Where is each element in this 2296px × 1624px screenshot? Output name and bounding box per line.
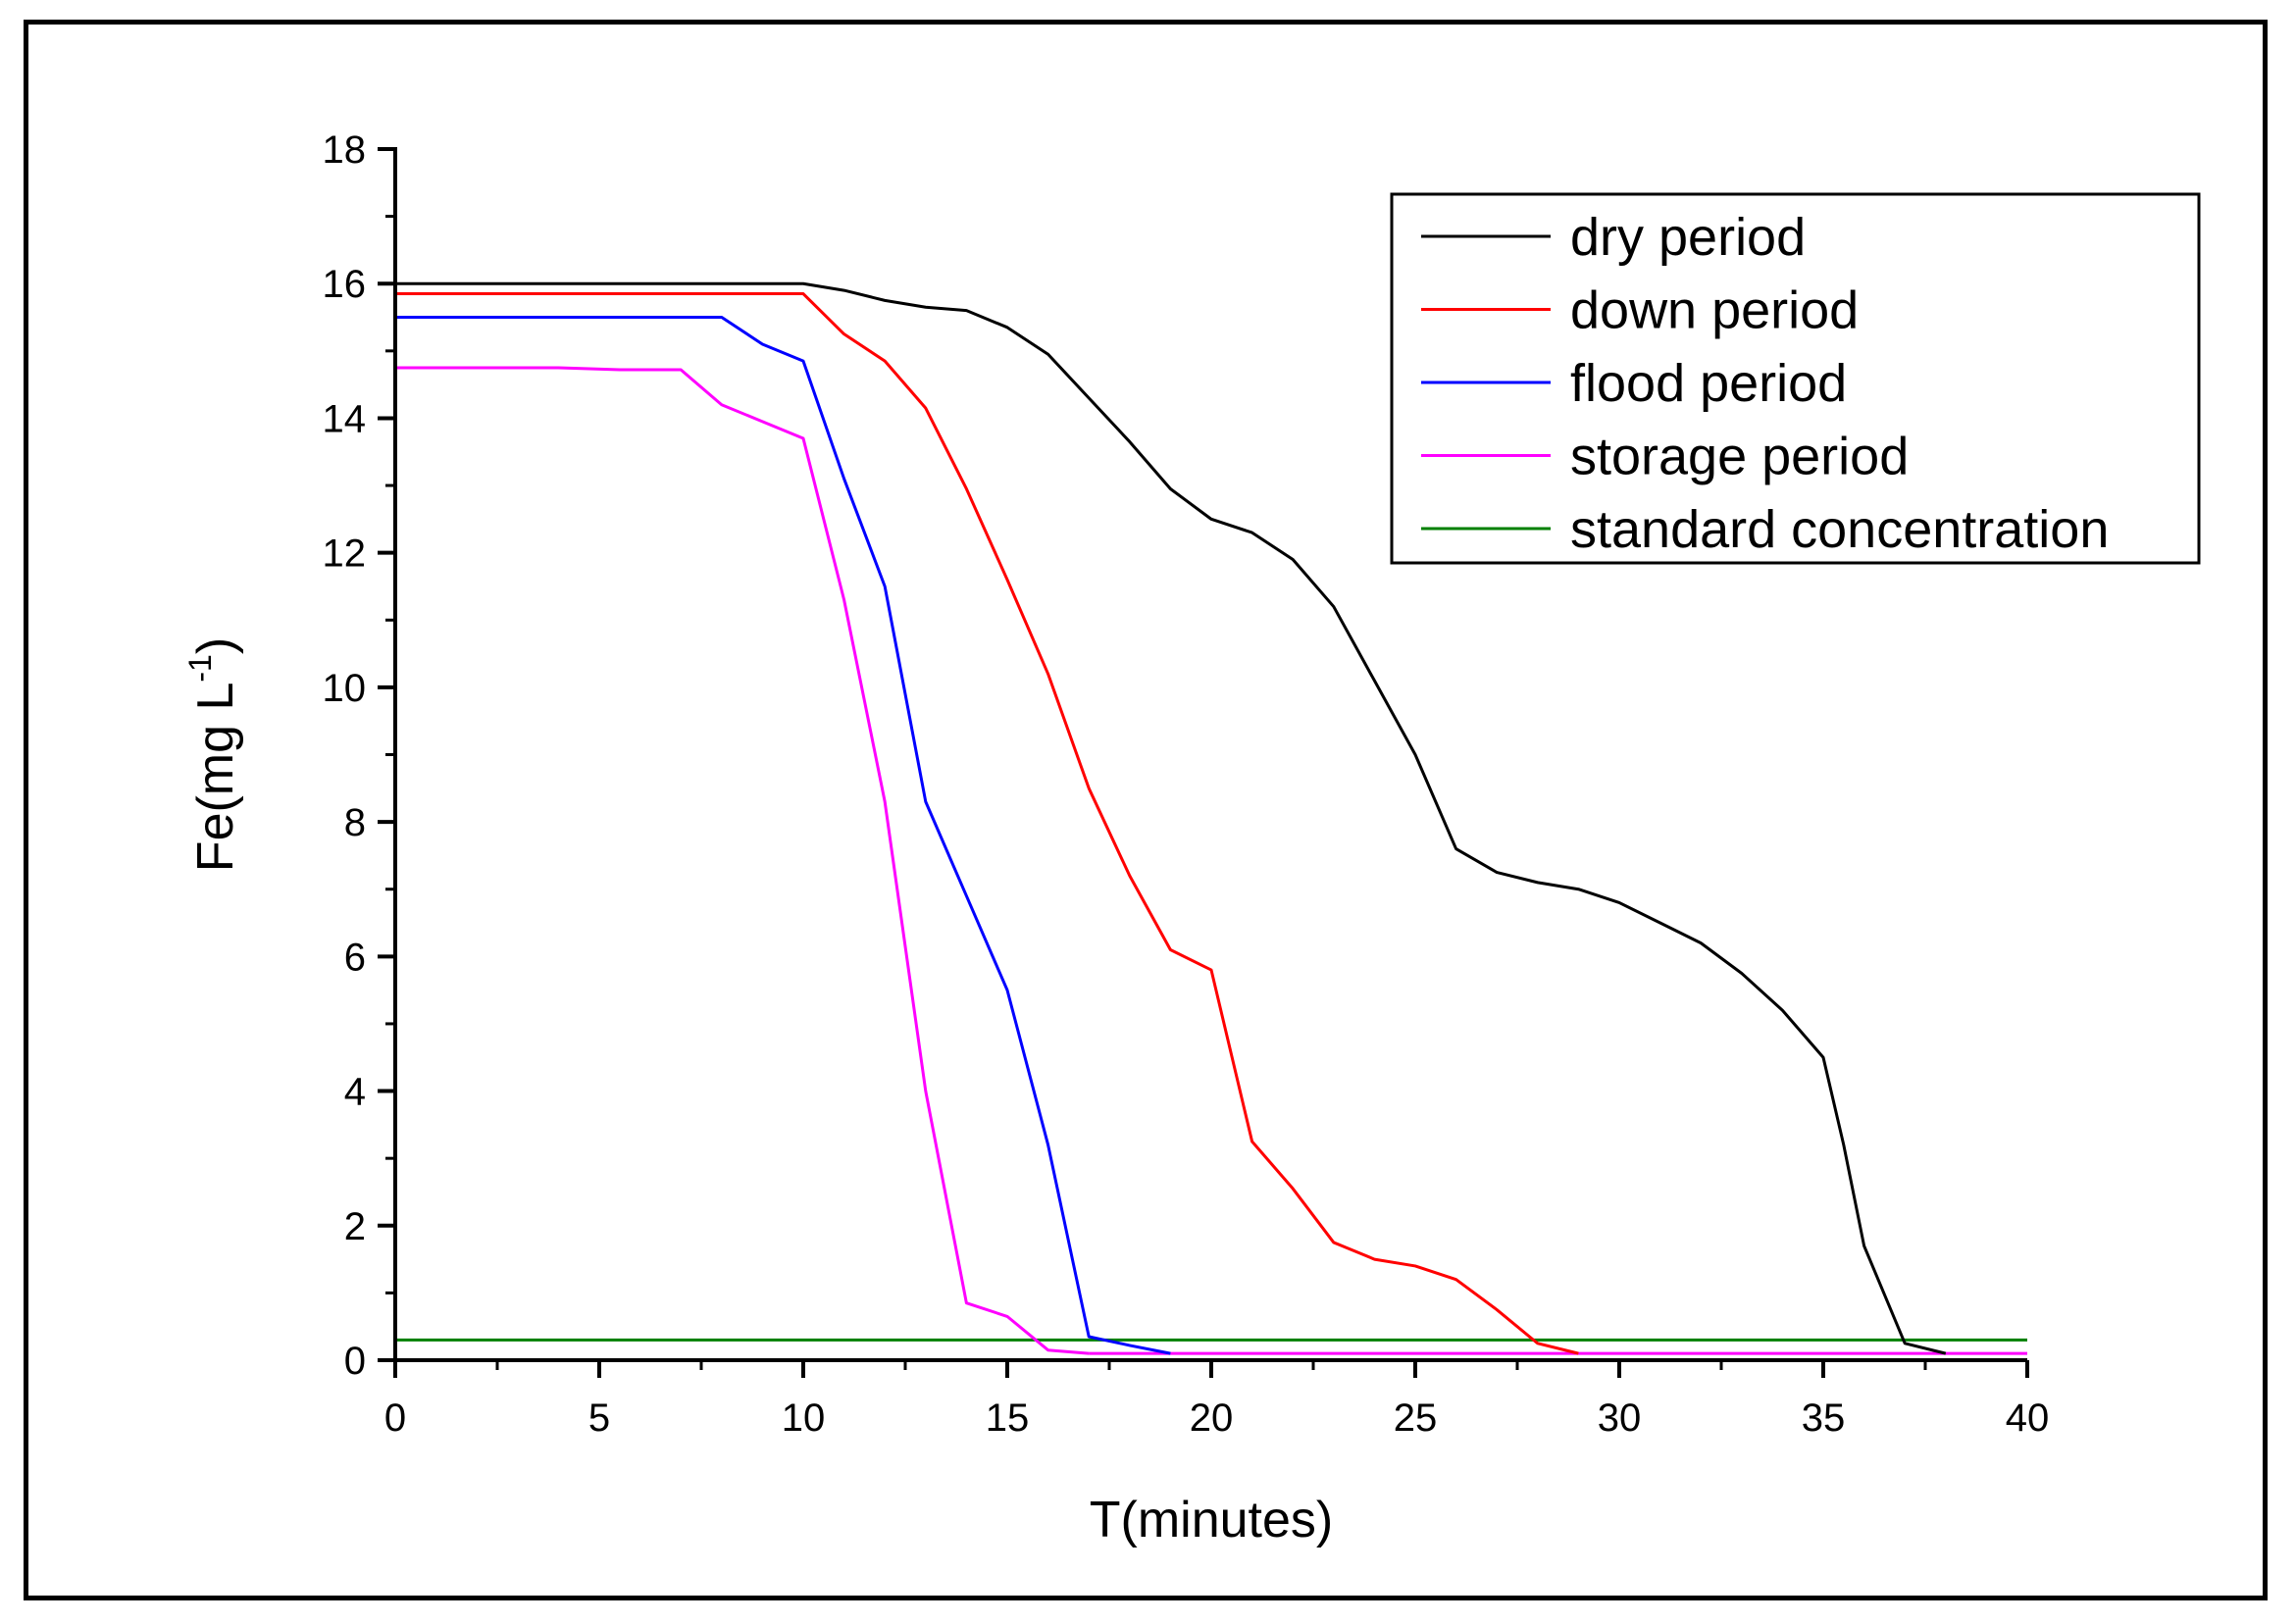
legend-item-standard-concentration: standard concentration — [1421, 500, 2109, 559]
legend-label: standard concentration — [1570, 500, 2109, 559]
y-axis-title-main: Fe(mg L — [187, 683, 244, 873]
x-tick-label: 40 — [2006, 1396, 2050, 1440]
axes: 0 5 10 15 20 25 30 35 40 0 2 4 6 8 10 12 14 16 18 — [323, 128, 2050, 1440]
legend-label: down period — [1570, 281, 1859, 340]
y-axis-title: Fe(mg L-1) — [182, 637, 244, 872]
series-line-dry-period — [395, 281, 1947, 1355]
plot-area — [395, 281, 2027, 1355]
legend-item-flood-period: flood period — [1421, 354, 1847, 413]
x-axis-title: T(minutes) — [1090, 1492, 1333, 1548]
x-tick-label: 0 — [384, 1396, 406, 1440]
x-tick-label: 30 — [1598, 1396, 1642, 1440]
x-tick-label: 15 — [986, 1396, 1030, 1440]
y-tick-label: 10 — [323, 667, 367, 710]
y-tick-label: 0 — [344, 1340, 366, 1383]
x-tick-label: 20 — [1190, 1396, 1234, 1440]
legend-label: storage period — [1570, 428, 1909, 486]
y-tick-label: 6 — [344, 936, 366, 979]
y-tick-label: 18 — [323, 128, 367, 172]
y-tick-label: 14 — [323, 397, 367, 440]
figure-frame: 0 5 10 15 20 25 30 35 40 0 2 4 6 8 10 12 14 16 18 T(minute… — [24, 20, 2268, 1600]
legend-box — [1390, 192, 2201, 565]
legend-label: flood period — [1570, 354, 1847, 413]
x-tick-label: 25 — [1394, 1396, 1438, 1440]
legend-item-storage-period: storage period — [1421, 428, 1909, 486]
legend: dry period down period flood period storage… — [1390, 192, 2201, 565]
line-chart: 0 5 10 15 20 25 30 35 40 0 2 4 6 8 10 12 14 16 18 T(minute… — [182, 128, 2201, 1548]
x-tick-label: 35 — [1802, 1396, 1846, 1440]
legend-item-dry-period: dry period — [1421, 208, 1806, 267]
y-axis-title-close: ) — [187, 637, 244, 654]
y-axis-title-superscript: -1 — [182, 654, 218, 682]
y-tick-label: 16 — [323, 263, 367, 306]
y-tick-label: 2 — [344, 1205, 366, 1248]
y-tick-label: 8 — [344, 801, 366, 844]
x-tick-label: 5 — [588, 1396, 610, 1440]
y-tick-label: 12 — [323, 533, 367, 576]
series-line-flood-period — [395, 316, 1171, 1355]
series-line-storage-period — [395, 366, 1090, 1355]
legend-label: dry period — [1570, 208, 1806, 267]
x-tick-label: 10 — [782, 1396, 826, 1440]
y-tick-label: 4 — [344, 1071, 366, 1114]
series-line-down-period — [395, 292, 1579, 1355]
legend-item-down-period: down period — [1421, 281, 1859, 340]
